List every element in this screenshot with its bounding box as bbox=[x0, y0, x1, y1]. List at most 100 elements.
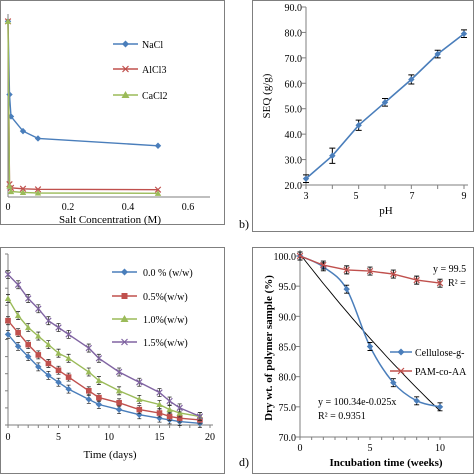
panel-a-xtick-label: 0.6 bbox=[182, 202, 195, 213]
panel-b-label: b) bbox=[239, 217, 249, 231]
data-point bbox=[34, 186, 42, 193]
data-point bbox=[136, 411, 143, 418]
legend-label: CaCl2 bbox=[142, 91, 168, 102]
panel-b-y-axis-title: SEQ (g/g) bbox=[261, 73, 273, 118]
data-point bbox=[6, 182, 13, 189]
trendline bbox=[299, 253, 441, 412]
panel-c-x-axis-title: Time (days) bbox=[83, 449, 136, 461]
data-point bbox=[35, 363, 42, 371]
data-point bbox=[413, 276, 420, 284]
panel-c-xtick-label: 20 bbox=[205, 432, 215, 443]
panel-b-yticklabels: 20.0 30.0 40.0 50.0 60.0 70.0 80.0 90.0 bbox=[285, 3, 303, 192]
data-point bbox=[320, 261, 327, 269]
data-point bbox=[154, 186, 162, 193]
data-point bbox=[19, 185, 27, 192]
data-point bbox=[390, 379, 397, 386]
data-point bbox=[366, 343, 374, 350]
data-point bbox=[343, 285, 350, 293]
data-point bbox=[176, 404, 183, 412]
panel-c-xtick-label: 15 bbox=[155, 432, 165, 443]
panel-a-frame bbox=[0, 0, 225, 225]
data-point bbox=[115, 387, 123, 394]
panel-b-xtick-label: 3 bbox=[304, 191, 309, 202]
series-line bbox=[7, 21, 159, 147]
panel-a-legend: NaCl AlCl3 CaCl2 bbox=[113, 40, 168, 102]
legend-label: NaCl bbox=[142, 40, 163, 51]
panel-d-xtick-label: 10 bbox=[435, 443, 445, 454]
data-point bbox=[408, 76, 415, 83]
data-point bbox=[65, 331, 72, 338]
data-point bbox=[45, 341, 52, 348]
panel-b-ytick-label: 80.0 bbox=[285, 28, 303, 39]
data-point bbox=[19, 127, 27, 135]
data-point bbox=[343, 266, 350, 274]
data-point bbox=[156, 389, 163, 396]
panel-b-xtick-label: 7 bbox=[410, 191, 415, 202]
legend-marker bbox=[397, 348, 405, 356]
data-point bbox=[4, 271, 12, 278]
data-point bbox=[35, 305, 42, 312]
data-point bbox=[14, 312, 22, 319]
panel-d-equation-lower: y = 100.34e-0.025x bbox=[318, 397, 396, 408]
data-point bbox=[25, 324, 32, 331]
panel-c-xtick-label: 0 bbox=[6, 432, 11, 443]
data-point bbox=[355, 122, 362, 129]
panel-b-ytick-label: 90.0 bbox=[285, 3, 303, 14]
legend-marker bbox=[120, 315, 129, 322]
panel-a: 0 0.2 0.4 0.6 Salt Concentration (M) NaC… bbox=[0, 0, 225, 226]
panel-a-xtick-label: 0.2 bbox=[62, 202, 75, 213]
panel-b-ytick-label: 70.0 bbox=[285, 54, 303, 65]
data-point bbox=[55, 379, 62, 386]
panel-b-ytick-label: 50.0 bbox=[285, 105, 303, 116]
legend-marker bbox=[122, 65, 129, 73]
series-line bbox=[7, 21, 159, 195]
panel-d-y-axis-title: Dry wt. of polymer sample (%) bbox=[263, 275, 275, 421]
data-point bbox=[136, 406, 143, 413]
panel-a-xtick-label: 0 bbox=[6, 202, 11, 213]
data-point bbox=[196, 413, 204, 420]
panel-c-legend: 0.0 % (w/w) 0.5%(w/w) 1.0%(w/w) 1.5%(w/w… bbox=[112, 268, 193, 349]
data-point bbox=[154, 190, 162, 196]
data-point bbox=[95, 355, 103, 362]
data-point bbox=[34, 189, 42, 196]
data-point bbox=[176, 409, 183, 416]
legend-marker bbox=[121, 338, 128, 346]
panel-a-xticklabels: 0 0.2 0.4 0.6 bbox=[6, 202, 195, 213]
panel-b-ytick-label: 60.0 bbox=[285, 79, 303, 90]
panel-d-ytick-label: 95.0 bbox=[279, 282, 297, 293]
panel-b: 20.0 30.0 40.0 50.0 60.0 70.0 80.0 90.0 … bbox=[239, 0, 474, 232]
panel-c: 0 5 10 15 20 Time (days) 0.0 % (w/w) 0.5… bbox=[0, 247, 225, 474]
legend-marker bbox=[121, 91, 130, 98]
panel-c-xtick-label: 5 bbox=[56, 432, 61, 443]
legend-marker bbox=[397, 367, 405, 375]
data-point bbox=[4, 295, 12, 302]
panel-c-xticklabels: 0 5 10 15 20 bbox=[6, 432, 216, 443]
panel-b-xticklabels: 3 5 7 9 bbox=[304, 191, 467, 202]
data-point bbox=[95, 401, 103, 408]
panel-d-ytick-label: 90.0 bbox=[279, 312, 297, 323]
data-point bbox=[7, 188, 15, 195]
data-point bbox=[65, 385, 72, 393]
panel-d-r2-lower: R² = 0.9351 bbox=[318, 411, 366, 422]
data-point bbox=[329, 152, 336, 159]
data-point bbox=[55, 349, 62, 356]
data-point bbox=[436, 403, 444, 411]
panel-d-xtick-label: 5 bbox=[368, 443, 373, 454]
panel-d-ytick-label: 80.0 bbox=[279, 373, 297, 384]
data-point bbox=[302, 175, 310, 182]
data-point bbox=[156, 414, 163, 422]
panel-d-xtick-label: 0 bbox=[298, 443, 303, 454]
data-point bbox=[434, 50, 441, 58]
data-point bbox=[296, 252, 304, 260]
data-point bbox=[14, 281, 22, 289]
data-point bbox=[154, 142, 162, 149]
data-point bbox=[436, 279, 444, 287]
data-point bbox=[19, 189, 27, 195]
data-point bbox=[14, 343, 22, 350]
data-point bbox=[55, 367, 62, 374]
legend-label: AlCl3 bbox=[142, 65, 166, 76]
data-point bbox=[7, 113, 15, 120]
data-point bbox=[24, 295, 32, 302]
data-point bbox=[65, 355, 72, 361]
